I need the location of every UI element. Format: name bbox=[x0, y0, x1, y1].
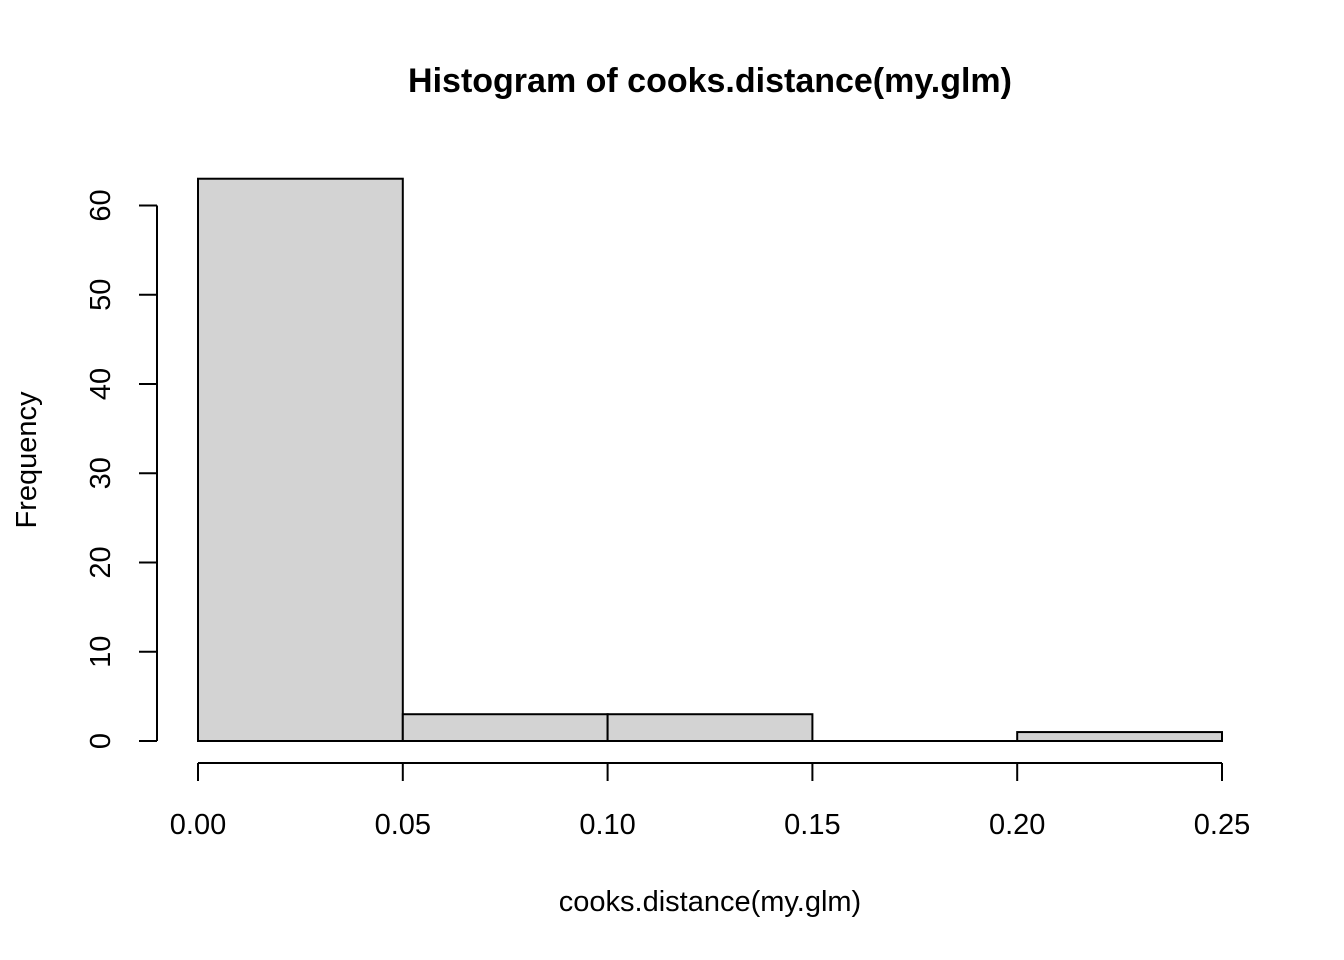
histogram-bar bbox=[606, 713, 814, 742]
y-tick-label: 40 bbox=[85, 368, 117, 400]
y-tick-label: 0 bbox=[85, 733, 117, 749]
histogram-bar bbox=[1016, 731, 1224, 743]
histogram-bar bbox=[401, 713, 609, 742]
x-axis-label: cooks.distance(my.glm) bbox=[559, 886, 861, 918]
y-tick-label: 50 bbox=[85, 279, 117, 311]
y-tick-label: 60 bbox=[85, 189, 117, 221]
histogram-bar bbox=[197, 177, 404, 743]
x-tick-label: 0.10 bbox=[579, 809, 635, 841]
y-tick-label: 20 bbox=[85, 546, 117, 578]
x-tick-label: 0.05 bbox=[375, 809, 431, 841]
x-tick-label: 0.15 bbox=[784, 809, 840, 841]
y-axis-label: Frequency bbox=[11, 391, 43, 529]
y-tick-label: 10 bbox=[85, 636, 117, 668]
x-tick-label: 0.00 bbox=[170, 809, 226, 841]
y-axis: 0 10 20 30 40 50 60 bbox=[85, 189, 158, 749]
bars-group bbox=[197, 177, 1224, 743]
chart-title: Histogram of cooks.distance(my.glm) bbox=[408, 62, 1012, 100]
y-tick-label: 30 bbox=[85, 457, 117, 489]
x-tick-label: 0.20 bbox=[989, 809, 1045, 841]
x-axis: 0.00 0.05 0.10 0.15 0.20 0.25 bbox=[170, 762, 1250, 841]
x-tick-label: 0.25 bbox=[1194, 809, 1250, 841]
